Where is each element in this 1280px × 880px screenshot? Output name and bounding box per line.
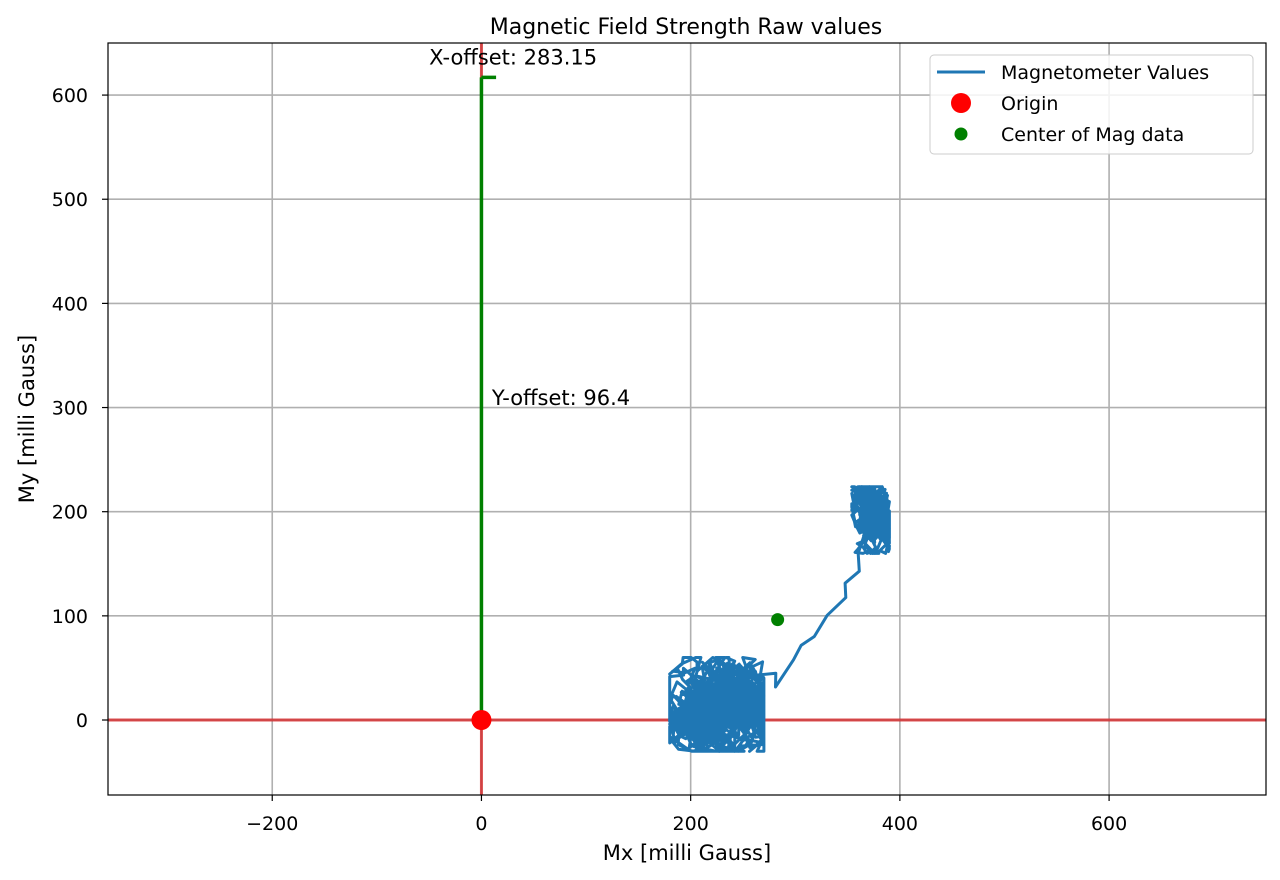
x-axis-label: Mx [milli Gauss] [603, 841, 771, 865]
y-tick-label: 0 [76, 710, 88, 732]
y-tick-label: 500 [52, 189, 88, 211]
legend-marker-origin [951, 93, 971, 113]
x-offset-annotation: X-offset: 283.15 [429, 45, 597, 69]
y-axis-label: My [milli Gauss] [15, 335, 39, 503]
legend-label-origin: Origin [1001, 93, 1058, 115]
plot-frame [107, 42, 1267, 796]
origin-marker [471, 710, 492, 731]
legend-label-magnetometer: Magnetometer Values [1001, 62, 1209, 84]
x-tick-label: 200 [673, 813, 709, 835]
y-offset-annotation: Y-offset: 96.4 [491, 386, 630, 410]
center-marker [771, 613, 785, 627]
y-tick-label: 300 [52, 398, 88, 420]
legend: Magnetometer Values Origin Center of Mag… [929, 54, 1254, 155]
x-tick-label: −200 [246, 813, 298, 835]
legend-box [929, 54, 1254, 155]
plot-area: X-offset: 283.15 Y-offset: 96.4 [108, 43, 1266, 795]
chart-title: Magnetic Field Strength Raw values [490, 15, 883, 40]
y-tick-label: 400 [52, 293, 88, 315]
legend-marker-center [954, 127, 968, 141]
x-ticks: −200 0 200 400 600 [246, 795, 1127, 835]
y-ticks: 0 100 200 300 400 500 600 [52, 85, 108, 732]
y-tick-label: 100 [52, 606, 88, 628]
x-tick-label: 600 [1091, 813, 1127, 835]
y-tick-label: 600 [52, 85, 88, 107]
series-magnetometer-line [668, 485, 891, 753]
legend-label-center: Center of Mag data [1001, 124, 1184, 146]
x-tick-label: 400 [882, 813, 918, 835]
y-tick-label: 200 [52, 502, 88, 524]
x-tick-label: 0 [475, 813, 487, 835]
